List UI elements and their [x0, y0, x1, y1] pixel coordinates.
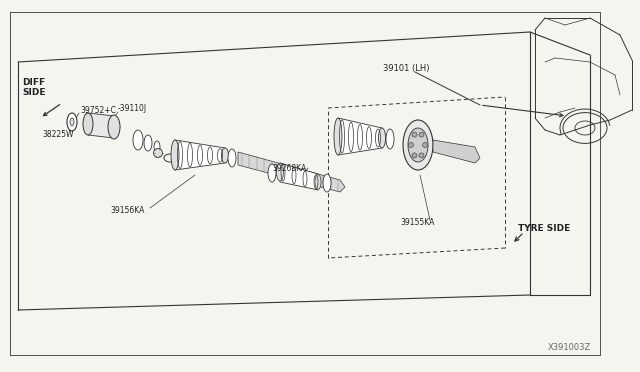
Text: TYRE SIDE: TYRE SIDE	[518, 224, 570, 232]
Ellipse shape	[412, 132, 417, 137]
Ellipse shape	[419, 132, 424, 137]
Text: 38225W: 38225W	[42, 129, 74, 138]
Ellipse shape	[334, 118, 342, 155]
Ellipse shape	[408, 142, 413, 148]
Text: 39156KA: 39156KA	[110, 205, 145, 215]
Ellipse shape	[378, 128, 385, 148]
Text: SIDE: SIDE	[22, 87, 45, 96]
Polygon shape	[88, 113, 114, 138]
Ellipse shape	[386, 129, 394, 149]
Polygon shape	[238, 152, 345, 192]
Ellipse shape	[133, 130, 143, 150]
Ellipse shape	[315, 174, 321, 189]
Text: 39101 (LH): 39101 (LH)	[383, 64, 429, 73]
Polygon shape	[433, 140, 480, 163]
Text: 39268KA: 39268KA	[272, 164, 307, 173]
Ellipse shape	[268, 164, 276, 182]
Ellipse shape	[323, 174, 331, 192]
Ellipse shape	[70, 118, 74, 126]
Ellipse shape	[144, 135, 152, 151]
Ellipse shape	[108, 115, 120, 139]
Text: DIFF: DIFF	[22, 77, 45, 87]
Ellipse shape	[419, 153, 424, 158]
Ellipse shape	[412, 153, 417, 158]
Ellipse shape	[228, 149, 236, 167]
Ellipse shape	[403, 120, 433, 170]
Ellipse shape	[171, 140, 179, 170]
Text: 39752+C: 39752+C	[80, 106, 116, 115]
Ellipse shape	[154, 141, 160, 153]
Ellipse shape	[83, 113, 93, 135]
Ellipse shape	[67, 113, 77, 131]
Text: X391003Z: X391003Z	[548, 343, 591, 353]
Text: 39155KA: 39155KA	[400, 218, 435, 227]
Ellipse shape	[154, 148, 163, 157]
Ellipse shape	[408, 128, 428, 162]
Polygon shape	[338, 118, 382, 155]
Text: -39110J: -39110J	[118, 103, 147, 112]
Ellipse shape	[422, 142, 428, 148]
Polygon shape	[175, 140, 225, 170]
Ellipse shape	[276, 163, 284, 181]
Polygon shape	[280, 163, 320, 190]
Ellipse shape	[221, 148, 228, 163]
